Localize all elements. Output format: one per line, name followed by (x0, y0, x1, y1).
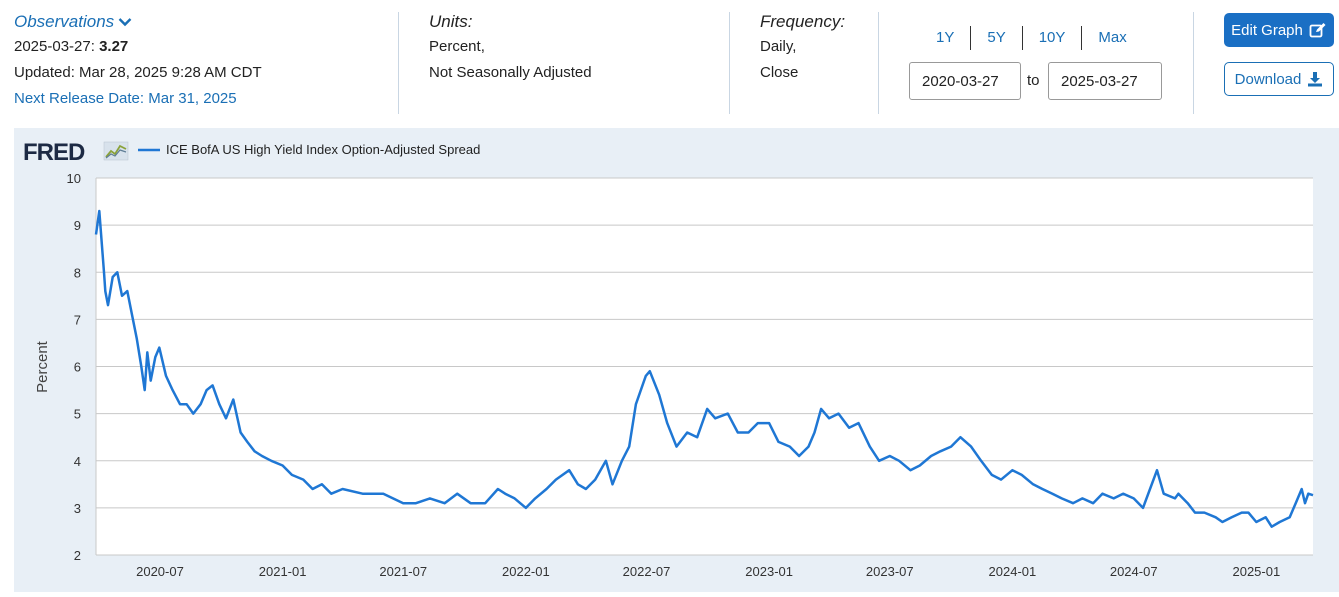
observations-dropdown[interactable]: Observations (14, 12, 262, 32)
x-tick-label: 2024-07 (1110, 564, 1158, 579)
series-line (94, 209, 1314, 528)
range-max-button[interactable]: Max (1098, 29, 1127, 46)
header-bar: Observations 2025-03-27: 3.27 Updated: M… (0, 0, 1339, 125)
divider (398, 12, 399, 114)
divider (1193, 12, 1194, 114)
download-icon (1308, 72, 1323, 87)
edit-icon (1309, 22, 1326, 37)
x-tick-label: 2020-07 (136, 564, 184, 579)
x-tick-label: 2022-01 (502, 564, 550, 579)
date-from-input[interactable] (909, 62, 1021, 100)
to-label: to (1027, 72, 1040, 89)
units-line2: Not Seasonally Adjusted (429, 64, 592, 81)
y-tick-label: 3 (74, 501, 81, 516)
fred-logo-chart-icon (103, 141, 129, 161)
frequency-line2: Close (760, 64, 799, 81)
latest-observation: 2025-03-27: 3.27 (14, 34, 262, 60)
chart-svg: FRED ICE BofA US High Yield Index Option… (23, 139, 1314, 579)
frequency-line1: Daily, (760, 38, 797, 55)
frequency-title: Frequency: (760, 12, 846, 31)
range-10y-button[interactable]: 10Y (1023, 26, 1083, 50)
y-axis-label: Percent (34, 340, 51, 393)
units-line1: Percent, (429, 38, 485, 55)
y-tick-label: 7 (74, 312, 81, 327)
next-release-link[interactable]: Next Release Date: Mar 31, 2025 (14, 90, 237, 107)
observations-block: Observations 2025-03-27: 3.27 Updated: M… (14, 12, 262, 112)
download-button[interactable]: Download (1224, 62, 1334, 96)
y-tick-label: 5 (74, 407, 81, 422)
edit-graph-label: Edit Graph (1231, 21, 1303, 39)
x-tick-label: 2022-07 (623, 564, 671, 579)
x-tick-label: 2021-07 (379, 564, 427, 579)
y-tick-label: 9 (74, 218, 81, 233)
divider (729, 12, 730, 114)
edit-graph-button[interactable]: Edit Graph (1224, 13, 1334, 47)
observation-date: 2025-03-27: (14, 38, 95, 55)
y-tick-label: 10 (67, 171, 81, 186)
range-1y-button[interactable]: 1Y (920, 26, 972, 50)
chevron-down-icon (118, 18, 132, 27)
divider (878, 12, 879, 114)
chart-panel: FRED ICE BofA US High Yield Index Option… (14, 128, 1339, 592)
y-tick-label: 6 (74, 360, 81, 375)
y-tick-label: 2 (74, 548, 81, 563)
x-tick-label: 2023-01 (745, 564, 793, 579)
range-selector: 1Y 5Y 10Y Max (920, 26, 1143, 50)
date-to-input[interactable] (1048, 62, 1162, 100)
x-tick-label: 2023-07 (866, 564, 914, 579)
updated-text: Updated: Mar 28, 2025 9:28 AM CDT (14, 64, 262, 81)
range-5y-button[interactable]: 5Y (971, 26, 1023, 50)
units-title: Units: (429, 12, 473, 31)
x-tick-label: 2024-01 (989, 564, 1037, 579)
legend-series-label: ICE BofA US High Yield Index Option-Adju… (166, 142, 480, 157)
observations-title: Observations (14, 12, 115, 31)
download-label: Download (1234, 70, 1302, 88)
frequency-block: Frequency: Daily, Close (760, 12, 845, 86)
y-tick-label: 4 (74, 454, 81, 469)
x-tick-label: 2025-01 (1232, 564, 1280, 579)
fred-logo: FRED (23, 139, 85, 166)
units-block: Units: Percent, Not Seasonally Adjusted (429, 12, 592, 86)
y-tick-label: 8 (74, 265, 81, 280)
observation-value: 3.27 (99, 38, 129, 55)
x-tick-label: 2021-01 (259, 564, 307, 579)
